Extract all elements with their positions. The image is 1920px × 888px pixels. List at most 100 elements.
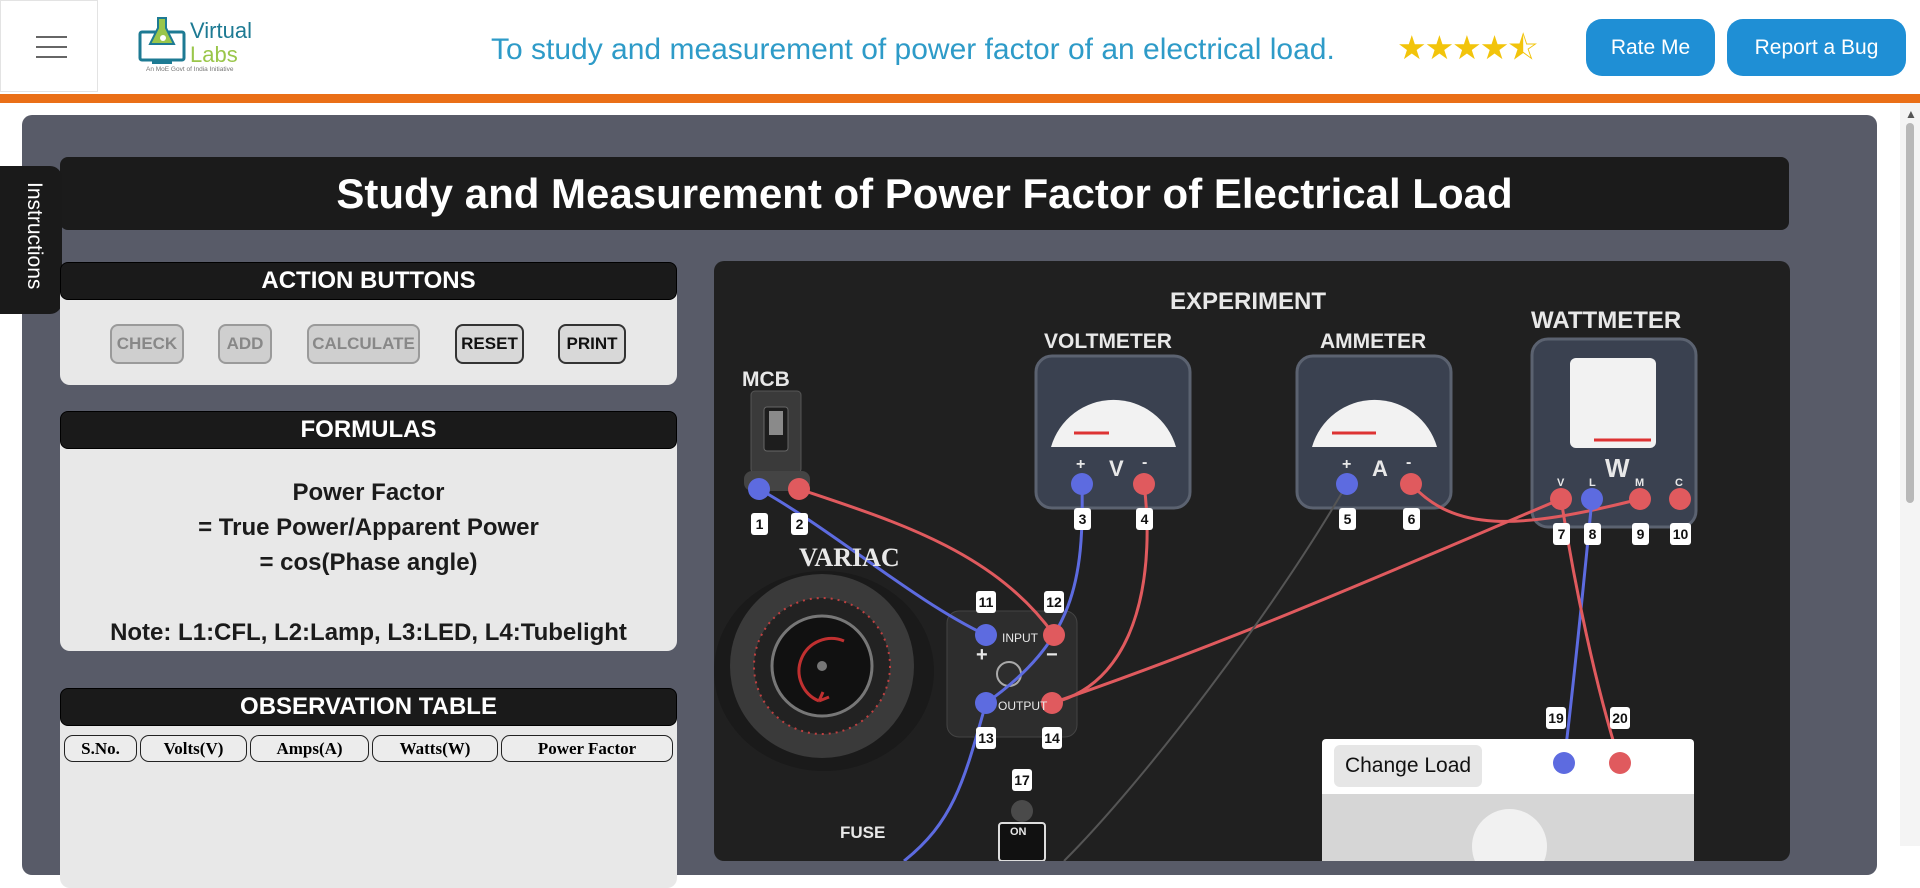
terminal-14[interactable] [1041, 692, 1063, 714]
instructions-tab[interactable]: Instructions [0, 166, 62, 314]
experiment-heading: EXPERIMENT [1170, 288, 1327, 315]
top-navbar: Virtual Labs An MoE Govt of India Initia… [0, 0, 1920, 95]
experiment-title: To study and measurement of power factor… [491, 33, 1335, 66]
action-buttons-heading: ACTION BUTTONS [60, 262, 677, 300]
logo-text-labs: Labs [190, 42, 238, 67]
load-terminals [1553, 752, 1631, 774]
terminal-13[interactable] [975, 692, 997, 714]
ammeter-symbol: A [1372, 456, 1388, 481]
check-button[interactable]: CHECK [110, 324, 184, 364]
terminal-12[interactable] [1043, 624, 1065, 646]
variac-plus: + [976, 644, 988, 666]
scroll-up-arrow-icon[interactable]: ▲ [1905, 107, 1917, 121]
load-panel: Change Load [1322, 739, 1694, 861]
voltmeter-plus: + [1076, 456, 1086, 473]
formula-line-2: = True Power/Apparent Power [198, 514, 539, 541]
terminal-number: 9 [1632, 523, 1649, 545]
terminal-20[interactable] [1609, 752, 1631, 774]
terminal-11[interactable] [975, 624, 997, 646]
terminal-number: 19 [1546, 707, 1566, 729]
wattmeter-label: WATTMETER [1531, 307, 1682, 334]
simulation-title: Study and Measurement of Power Factor of… [60, 157, 1789, 230]
formula-note: Note: L1:CFL, L2:Lamp, L3:LED, L4:Tubeli… [110, 619, 627, 646]
mcb-label: MCB [742, 368, 790, 391]
terminal-number: 1 [751, 513, 768, 535]
print-button[interactable]: PRINT [558, 324, 626, 364]
terminal-19[interactable] [1553, 752, 1575, 774]
terminal-5[interactable] [1336, 473, 1358, 495]
terminal-7[interactable] [1550, 488, 1572, 510]
terminal-number: 3 [1074, 508, 1091, 530]
instructions-label: Instructions [23, 182, 46, 290]
wattmeter-terminal-m: M [1635, 477, 1645, 489]
virtual-labs-logo[interactable]: Virtual Labs An MoE Govt of India Initia… [138, 14, 258, 78]
terminal-10[interactable] [1669, 488, 1691, 510]
formulas-panel: FORMULAS [60, 411, 677, 651]
terminal-6[interactable] [1400, 473, 1422, 495]
variac-input-label: INPUT [1002, 631, 1038, 645]
wattmeter-terminal-c: C [1675, 477, 1683, 489]
variac-minus: − [1046, 644, 1058, 666]
wattmeter-symbol: W [1605, 453, 1630, 483]
variac-label: VARIAC [799, 543, 900, 572]
logo-tagline: An MoE Govt of India Initiative [146, 66, 234, 73]
wattmeter-terminal-v: V [1557, 477, 1565, 489]
experiment-panel: EXPERIMENT VOLTMETER AMMETER WATTMETER M… [714, 261, 1790, 861]
terminal-4[interactable] [1133, 473, 1155, 495]
voltmeter-symbol: V [1109, 456, 1124, 481]
calculate-button[interactable]: CALCULATE [307, 324, 420, 364]
terminal-2[interactable] [788, 478, 810, 500]
terminal-8[interactable] [1581, 488, 1603, 510]
variac-output-label: OUTPUT [998, 699, 1048, 713]
column-header-sno: S.No. [64, 735, 137, 762]
reset-button[interactable]: RESET [455, 324, 524, 364]
terminal-number: 10 [1670, 523, 1691, 545]
terminal-number: 8 [1584, 523, 1601, 545]
action-buttons-panel: ACTION BUTTONS [60, 262, 677, 385]
wattmeter [1530, 337, 1698, 529]
terminal-number: 13 [976, 727, 996, 749]
terminal-number: 12 [1044, 591, 1064, 613]
rate-me-button[interactable]: Rate Me [1586, 19, 1715, 76]
terminal-9[interactable] [1629, 488, 1651, 510]
ammeter-plus: + [1342, 456, 1352, 473]
voltmeter-label: VOLTMETER [1044, 330, 1172, 353]
ammeter-minus: - [1406, 454, 1412, 471]
hamburger-menu-icon[interactable] [0, 0, 98, 92]
rating-stars-icon: ★★★★⯪ [1397, 29, 1539, 66]
terminal-17[interactable] [1011, 800, 1033, 822]
report-bug-button[interactable]: Report a Bug [1727, 19, 1906, 76]
add-button[interactable]: ADD [218, 324, 272, 364]
circuit-diagram [714, 337, 1698, 861]
logo-text-virtual: Virtual [190, 18, 252, 43]
switch-label: ON [1010, 826, 1027, 838]
voltmeter [1034, 354, 1192, 510]
ammeter [1295, 354, 1453, 510]
observation-table-heading: OBSERVATION TABLE [60, 688, 677, 726]
terminal-number: 20 [1610, 707, 1630, 729]
mcb-breaker[interactable] [744, 390, 810, 491]
wattmeter-terminal-l: L [1589, 477, 1596, 489]
column-header-watts: Watts(W) [372, 735, 498, 762]
column-header-power-factor: Power Factor [501, 735, 673, 762]
page-scrollbar[interactable]: ▲ [1900, 103, 1920, 846]
terminal-number: 14 [1042, 727, 1062, 749]
terminal-number: 2 [791, 513, 808, 535]
terminal-number: 6 [1403, 508, 1420, 530]
formula-line-1: Power Factor [292, 479, 445, 506]
terminal-number: 7 [1553, 523, 1570, 545]
terminal-number: 4 [1136, 508, 1153, 530]
scrollbar-thumb[interactable] [1906, 123, 1914, 503]
voltmeter-minus: - [1142, 454, 1148, 471]
change-load-button[interactable]: Change Load [1334, 745, 1482, 787]
fuse-label: FUSE [840, 823, 886, 842]
terminal-number: 17 [1012, 769, 1032, 791]
terminal-1[interactable] [748, 478, 770, 500]
flask-monitor-icon [138, 17, 186, 64]
variac-knob[interactable] [714, 571, 934, 771]
formulas-heading: FORMULAS [60, 411, 677, 449]
terminal-number: 5 [1339, 508, 1356, 530]
column-header-amps: Amps(A) [250, 735, 369, 762]
terminal-number: 11 [976, 591, 996, 613]
terminal-3[interactable] [1071, 473, 1093, 495]
